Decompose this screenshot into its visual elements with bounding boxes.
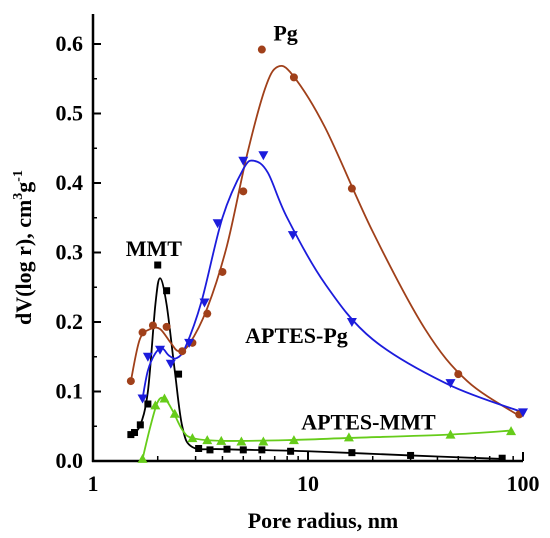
x-tick-label: 10 [297,471,319,496]
point-aptes-mmt [216,435,227,445]
point-aptes-mmt [159,393,170,403]
y-tick-label: 0.3 [56,240,84,265]
point-mmt [144,400,152,408]
x-axis-title: Pore radius, nm [248,508,399,533]
y-tick-label: 0.4 [56,170,84,195]
point-aptes-mmt [187,433,198,443]
series-label-pg: Pg [273,21,297,46]
x-tick-label: 1 [88,471,99,496]
curves-layer [129,64,524,460]
point-mmt [154,261,162,269]
point-mmt [163,287,171,295]
curve-pg [129,64,520,417]
series-label-aptes-pg: APTES-Pg [245,323,348,348]
point-aptes-pg [212,219,223,229]
y-tick-label: 0.6 [56,31,84,56]
point-aptes-pg [287,231,298,241]
point-aptes-pg [258,151,269,161]
y-axis-title-sup2: -1 [11,170,26,182]
y-tick-label: 0.2 [56,309,84,334]
point-aptes-mmt [258,436,269,446]
y-axis-title: dV(log r), cm3g-1 [11,170,36,325]
point-pg [347,184,356,193]
point-aptes-pg [155,345,166,355]
point-aptes-mmt [343,432,354,442]
point-mmt [195,444,203,452]
point-aptes-mmt [169,408,180,418]
curve-mmt [130,277,503,460]
point-mmt [239,446,247,454]
point-mmt [348,449,356,457]
point-pg [239,187,248,196]
point-mmt [258,446,266,454]
point-pg [126,377,135,386]
point-aptes-pg [346,318,357,327]
point-aptes-mmt [506,426,517,436]
point-aptes-mmt [150,400,161,410]
point-aptes-pg [165,359,176,369]
point-pg [162,322,171,331]
point-mmt [287,447,295,455]
point-mmt [407,451,415,459]
points-layer [126,45,528,463]
y-tick-label: 0.5 [56,101,84,126]
point-pg [289,73,298,82]
series-label-mmt: MMT [126,236,183,261]
point-aptes-mmt [236,436,247,446]
y-tick-label: 0.0 [56,448,84,473]
point-aptes-mmt [202,435,213,445]
point-pg [178,347,187,356]
y-axis-title-mid: g [11,182,36,193]
point-pg [218,267,227,276]
point-mmt [206,446,214,454]
point-aptes-pg [238,156,249,166]
series-label-aptes-mmt: APTES-MMT [301,410,436,435]
point-aptes-pg [518,408,528,418]
point-aptes-mmt [445,429,456,439]
point-pg [257,45,266,54]
point-mmt [223,445,231,453]
point-aptes-pg [142,352,153,362]
point-pg [203,309,212,318]
point-mmt [498,454,506,462]
point-aptes-pg [184,338,195,348]
point-pg [454,370,463,379]
point-pg [148,321,157,330]
point-aptes-pg [137,394,148,404]
y-axis-title-sup1: 3 [11,193,26,200]
y-axis-title-main: dV(log r), cm [11,200,36,325]
series-labels-layer: MMT Pg APTES-Pg APTES-MMT [126,21,436,435]
point-aptes-mmt [288,435,299,445]
point-pg [138,328,147,337]
ticks-layer: 0.0 0.1 0.2 0.3 0.4 0.5 0.6 1 10 100 [56,31,540,496]
point-mmt [136,421,144,429]
x-tick-label: 100 [507,471,540,496]
point-mmt [131,429,139,437]
point-mmt [175,370,183,378]
point-mmt [127,431,135,439]
curve-aptes-mmt [141,396,514,460]
point-aptes-pg [445,379,456,389]
curve-aptes-pg [141,159,524,414]
y-tick-label: 0.1 [56,379,84,404]
point-aptes-mmt [137,453,148,463]
point-aptes-pg [199,298,210,308]
